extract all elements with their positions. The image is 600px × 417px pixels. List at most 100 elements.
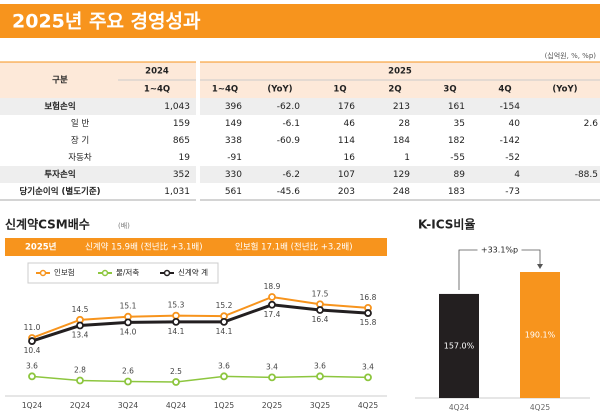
chart-title: 신계약CSM배수 [5,217,90,232]
cell: 46 [344,119,356,129]
cell: 561 [225,187,242,197]
cell: -52 [505,153,520,163]
cell: -60.9 [277,136,301,146]
row-label: 자동차 [68,153,92,163]
legend-label: 물/저축 [116,268,139,277]
data-label: 3.6 [314,361,326,370]
bar [439,293,479,398]
arrow-head [537,264,543,269]
legend-box [27,262,219,284]
cell: 19 [179,153,191,163]
x-tick-label: 3Q25 [310,401,330,410]
data-label: 14.1 [168,327,185,336]
point [268,300,276,309]
cell: -91 [227,153,242,163]
x-tick-label: 1Q25 [214,401,234,410]
data-label: 15.2 [216,301,233,310]
series-line [31,375,369,383]
data-label: 3.4 [362,362,374,371]
cell: 89 [454,170,466,180]
cell: 2.6 [584,119,599,129]
data-label: 14.1 [216,327,233,336]
legend-label: 신계약 계 [178,267,208,277]
cell: 28 [399,119,411,129]
point [76,376,84,385]
row-label: 당기순이익 (별도기준) [19,186,100,197]
data-label: 17.4 [264,310,281,319]
data-label: 2.6 [122,367,134,376]
title-bar [0,4,600,38]
row-label: 장 기 [71,135,89,146]
data-label: 14.0 [120,327,137,336]
header-cell: (YoY) [552,85,577,95]
row-bg [0,166,196,183]
cell: 107 [338,170,355,180]
cell: 865 [173,136,190,146]
cell: 1 [404,153,410,163]
point [76,321,84,330]
banner-bg [5,238,387,256]
cell: -73 [505,187,520,197]
legend-marker [101,269,109,277]
legend-label: 인보험 [54,267,75,277]
cell: 129 [393,170,410,180]
point [172,311,180,320]
cell: -45.6 [277,187,301,197]
header-cell: (YoY) [267,85,292,95]
data-label: 13.4 [72,331,89,340]
series-line [31,303,369,343]
header-cell: 2025 [388,67,412,77]
cell: 338 [225,136,242,146]
point [172,317,180,326]
row-bg [200,98,600,115]
data-label: 190.1% [525,331,556,340]
point [220,317,228,326]
cell: 1,043 [164,102,190,112]
cell: 149 [225,119,242,129]
data-label: 10.4 [24,346,41,355]
header-cell: 구분 [52,76,68,86]
bar [520,272,560,398]
cell: 1,031 [164,187,190,197]
data-label: 15.8 [360,318,377,327]
legend-marker [163,269,171,277]
x-tick-label: 3Q24 [118,401,138,410]
data-label: 2.5 [170,367,182,376]
data-label: 16.4 [312,315,329,324]
cell: 396 [225,102,242,112]
x-tick-label: 4Q24 [166,401,186,410]
data-label: 15.1 [120,302,137,311]
cell: 4 [514,170,520,180]
point [220,372,228,381]
point [316,372,324,381]
row-label: 보험손익 [44,101,75,112]
point [172,378,180,386]
cell: 159 [173,119,190,129]
data-label: 157.0% [444,341,475,350]
cell: 248 [393,187,410,197]
header-cell: 2Q [388,85,401,95]
data-label: 14.5 [72,305,89,314]
banner-text: 인보험 17.1배 (전년比 +3.2배) [235,242,353,253]
cell: 161 [448,102,465,112]
x-tick-label: 2Q24 [70,401,90,410]
unit: (십억원, %, %p) [545,51,597,60]
chart-title: K-ICS비율 [418,217,475,232]
x-tick-label: 4Q24 [449,403,469,412]
cell: 330 [225,170,242,180]
header-cell: 3Q [443,85,456,95]
point [268,373,276,382]
cell: 40 [509,119,521,129]
row-label: 일 반 [71,118,90,129]
series-line [31,295,369,339]
cell: 16 [344,153,356,163]
cell: 352 [173,170,190,180]
header-cell: 2024 [145,67,169,77]
data-label: 11.0 [24,323,41,332]
annotation: +33.1%p [481,246,518,255]
point [124,318,132,327]
cell: -154 [500,102,521,112]
x-tick-label: 1Q24 [22,401,42,410]
point [364,309,372,317]
